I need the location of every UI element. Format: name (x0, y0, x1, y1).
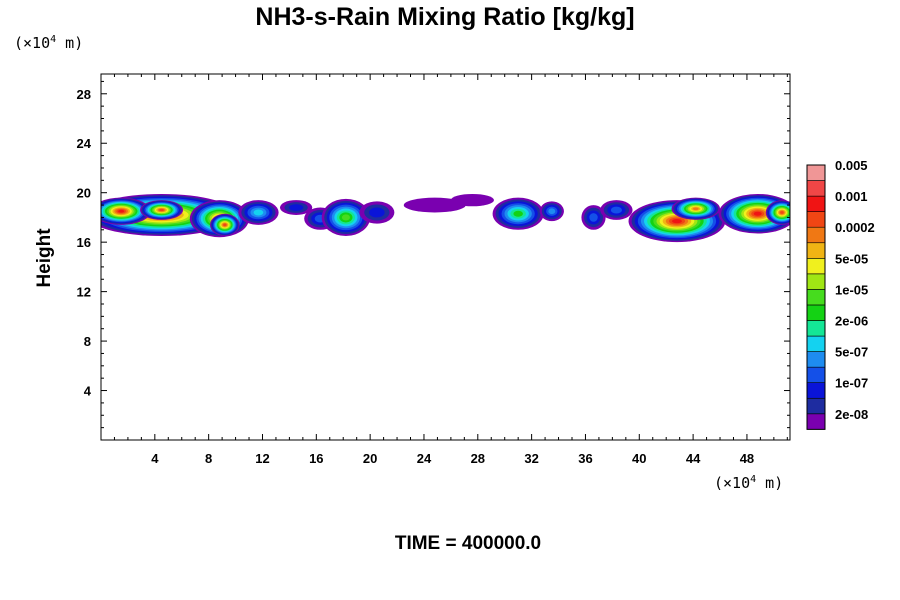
x-tick-label: 16 (309, 451, 323, 466)
cloud-blob (450, 193, 494, 207)
colorbar-swatch (806, 164, 826, 181)
x-tick-label: 20 (363, 451, 377, 466)
y-axis-unit: (×104 m) (14, 34, 83, 52)
x-tick-label: 12 (255, 451, 269, 466)
x-axis-unit: (×104 m) (714, 474, 783, 492)
colorbar-swatch (806, 320, 826, 337)
colorbar-swatch (806, 413, 826, 430)
colorbar-label: 0.0002 (835, 220, 875, 235)
contour-level (692, 207, 699, 211)
x-tick-label: 28 (471, 451, 485, 466)
contour-level (671, 218, 682, 224)
contour-level (610, 206, 623, 214)
colorbar-label: 0.001 (835, 189, 868, 204)
colorbar-swatch (806, 351, 826, 368)
contour-level (513, 210, 523, 217)
cloud-blob (539, 201, 564, 222)
contour-level (403, 197, 466, 213)
contour-field (101, 193, 790, 243)
cloud-blob (279, 200, 313, 215)
cloud-blob (581, 205, 606, 230)
cloud-blob (238, 200, 279, 225)
colorbar-swatch (806, 180, 826, 197)
colorbar-label: 2e-06 (835, 314, 868, 329)
cloud-blob (403, 197, 466, 213)
colorbar-swatch (806, 335, 826, 352)
cloud-blob (210, 213, 240, 236)
cloud-blob (492, 197, 544, 230)
y-axis-label: Height (34, 228, 55, 288)
colorbar-frame (806, 164, 826, 430)
x-tick-label: 8 (205, 451, 212, 466)
contour-level (253, 209, 264, 216)
colorbar-swatch (806, 257, 826, 275)
x-tick-label: 32 (524, 451, 538, 466)
x-tick-label: 24 (417, 451, 432, 466)
colorbar-swatch (806, 289, 826, 306)
colorbar-swatch (806, 273, 826, 290)
contour-level (159, 208, 164, 212)
colorbar-swatch (806, 226, 826, 244)
time-label: TIME = 400000.0 (395, 533, 541, 554)
y-tick-label: 8 (84, 334, 91, 349)
cloud-blob (359, 201, 395, 224)
x-tick-label: 48 (740, 451, 754, 466)
colorbar-swatch (806, 397, 826, 415)
plot-frame (100, 73, 791, 441)
contour-level (118, 209, 125, 213)
contour-level (753, 211, 762, 216)
colorbar-swatch (806, 242, 826, 259)
contour-level (288, 204, 304, 211)
colorbar-label: 1e-05 (835, 282, 868, 297)
x-tick-label: 4 (151, 451, 159, 466)
colorbar-swatch (806, 382, 826, 399)
contour-level (450, 193, 494, 207)
colorbar-label: 1e-07 (835, 376, 868, 391)
colorbar-swatch (806, 304, 826, 321)
cloud-blob (101, 197, 151, 225)
cloud-blob (600, 200, 633, 220)
colorbar-swatch (806, 211, 826, 228)
colorbar-swatch (806, 195, 826, 212)
x-axis-ticks: 4 8 12 16 20 24 28 32 36 40 44 48 (113, 74, 788, 466)
contour-level (589, 213, 598, 222)
y-axis-ticks: 4 8 12 16 20 24 28 (77, 80, 790, 429)
colorbar-swatch (806, 366, 826, 383)
x-tick-label: 36 (578, 451, 592, 466)
colorbar-label: 5e-05 (835, 251, 868, 266)
colorbar-label: 5e-07 (835, 345, 868, 360)
y-tick-label: 20 (77, 186, 91, 201)
contour-level (223, 223, 227, 227)
contour-level (780, 211, 784, 214)
contour-level (341, 214, 350, 221)
cloud-blob (321, 198, 371, 236)
x-tick-label: 40 (632, 451, 646, 466)
x-tick-label: 44 (686, 451, 701, 466)
contour-level (369, 207, 385, 218)
colorbar-label: 0.005 (835, 158, 868, 173)
contour-level (548, 208, 556, 215)
cloud-blob (671, 197, 721, 220)
cloud-blob (140, 200, 184, 220)
colorbar: 2e-08 1e-07 5e-07 2e-06 1e-05 5e-05 0.0002 0.00… (806, 158, 875, 430)
colorbar-label: 2e-08 (835, 407, 868, 422)
y-tick-label: 12 (77, 285, 91, 300)
y-tick-label: 24 (77, 136, 92, 151)
y-tick-label: 28 (77, 87, 91, 102)
y-tick-label: 16 (77, 235, 91, 250)
y-tick-label: 4 (84, 384, 92, 399)
cloud-blob (765, 200, 790, 225)
chart-title: NH3-s-Rain Mixing Ratio [kg/kg] (255, 3, 634, 31)
